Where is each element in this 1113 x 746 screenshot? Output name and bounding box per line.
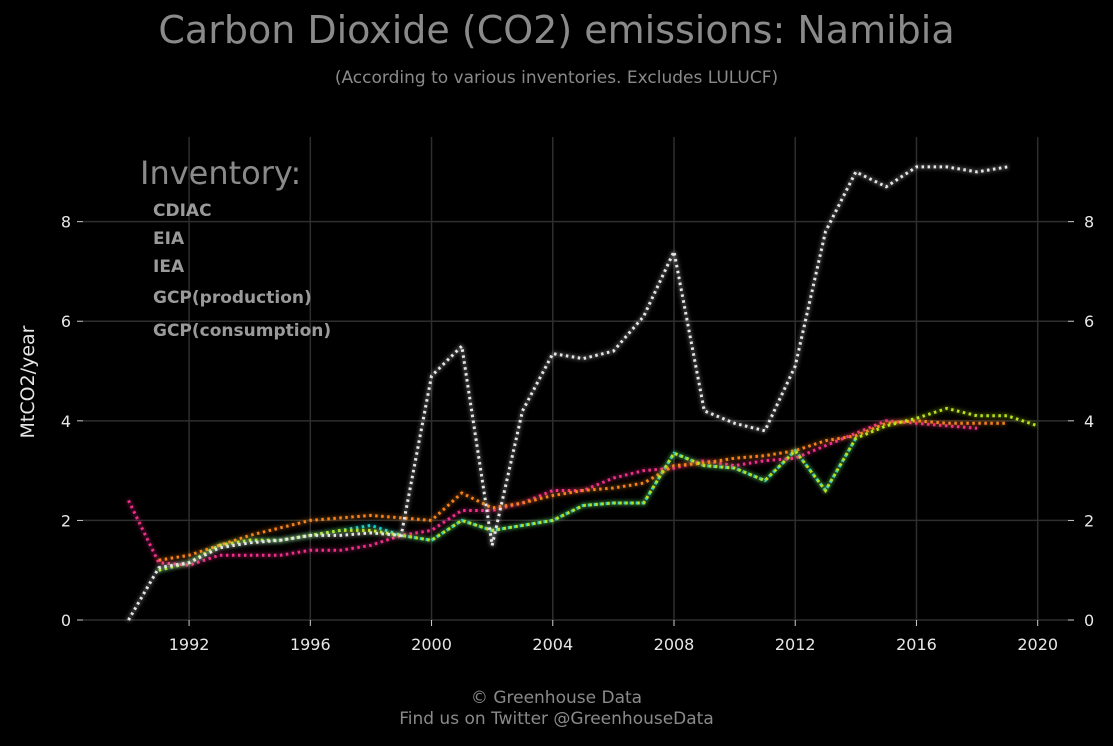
series-line-iea (158, 419, 1008, 562)
axes: 1992 1996 2000 2004 2008 2012 2016 2020 0 0 2 2 4 4 6 6… (61, 213, 1094, 654)
chart-subtitle: (According to various inventories. Exclu… (334, 68, 779, 88)
y-tick-label-right: 6 (1084, 312, 1094, 331)
grid (83, 137, 1068, 621)
series-line-gcp-production (158, 406, 1039, 572)
legend-label: CDIAC (153, 201, 212, 221)
chart-title: Carbon Dioxide (CO2) emissions: Namibia (158, 8, 955, 52)
x-tick-label: 2020 (1017, 635, 1058, 654)
legend-title: Inventory: (140, 154, 301, 192)
series-lines (127, 165, 1039, 621)
footer-copyright: © Greenhouse Data (470, 688, 643, 708)
x-tick-label: 2008 (654, 635, 695, 654)
x-tick-label: 2004 (532, 635, 573, 654)
y-tick-label-right: 8 (1084, 213, 1094, 232)
x-tick-label: 1992 (169, 635, 210, 654)
y-tick-label-left: 0 (61, 611, 71, 630)
footer-twitter: Find us on Twitter @GreenhouseData (399, 709, 714, 729)
y-axis-label: MtCO2/year (17, 325, 39, 438)
x-tick-label: 2000 (411, 635, 452, 654)
y-tick-label-right: 2 (1084, 511, 1094, 530)
legend-label: GCP(production) (153, 288, 312, 308)
x-tick-label: 1996 (290, 635, 331, 654)
y-tick-label-left: 4 (61, 412, 71, 431)
y-tick-label-right: 0 (1084, 611, 1094, 630)
footer: © Greenhouse Data Find us on Twitter @Gr… (0, 688, 1113, 730)
legend-label: GCP(consumption) (153, 321, 331, 341)
legend-label: IEA (153, 257, 185, 277)
legend-label: EIA (153, 229, 185, 249)
series-line-gcp-consumption (127, 165, 1008, 621)
y-tick-label-left: 6 (61, 312, 71, 331)
x-tick-label: 2012 (775, 635, 816, 654)
series-line-eia (127, 419, 978, 567)
legend: Inventory: CDIAC EIA IEA GCP(production) GCP(… (96, 154, 331, 341)
x-tick-label: 2016 (896, 635, 937, 654)
y-tick-label-left: 8 (61, 213, 71, 232)
y-tick-label-right: 4 (1084, 412, 1094, 431)
y-tick-label-left: 2 (61, 511, 71, 530)
